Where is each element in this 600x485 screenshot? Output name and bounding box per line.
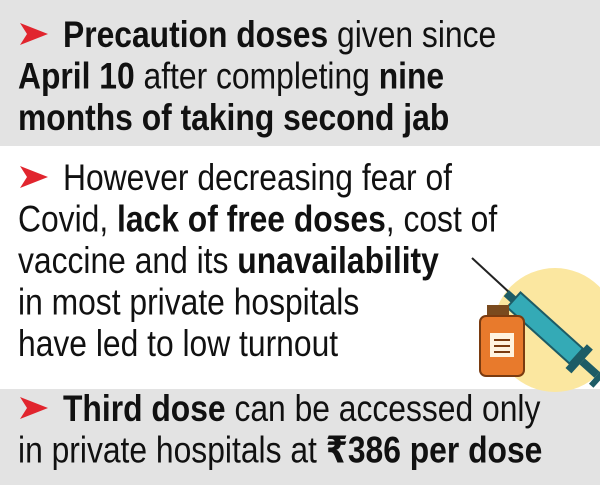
text: given since bbox=[328, 15, 496, 56]
text: However decreasing fear of bbox=[63, 158, 452, 199]
text-line: vaccine and its unavailability bbox=[18, 241, 439, 282]
illustration bbox=[471, 257, 600, 392]
text: have led to low turnout bbox=[18, 324, 338, 365]
bold-text: April 10 bbox=[18, 56, 135, 97]
text: , cost of bbox=[386, 199, 498, 240]
text-line: Precaution doses given since bbox=[63, 15, 496, 56]
text-line: However decreasing fear of bbox=[63, 158, 452, 199]
text: in most private hospitals bbox=[18, 282, 359, 323]
text: can be accessed only bbox=[226, 389, 541, 430]
bullet-arrow bbox=[20, 166, 48, 188]
text: after completing bbox=[135, 56, 379, 97]
bullet-arrow bbox=[20, 23, 48, 45]
bold-text: nine bbox=[379, 56, 444, 97]
bold-text: Precaution doses bbox=[63, 15, 328, 56]
bold-text: months of taking second jab bbox=[18, 98, 449, 139]
text-line: in most private hospitals bbox=[18, 282, 359, 323]
bullet-arrow bbox=[20, 397, 48, 419]
bold-text: ₹386 per dose bbox=[326, 430, 543, 471]
text: vaccine and its bbox=[18, 241, 237, 282]
bold-text: Third dose bbox=[63, 389, 226, 430]
text-line: have led to low turnout bbox=[18, 324, 338, 365]
text: Covid, bbox=[18, 199, 117, 240]
bold-text: lack of free doses bbox=[117, 199, 386, 240]
text-line: April 10 after completing nine bbox=[18, 56, 444, 97]
panel bbox=[0, 0, 600, 146]
text: in private hospitals at bbox=[18, 430, 326, 471]
panel bbox=[0, 389, 600, 485]
text-line: Covid, lack of free doses, cost of bbox=[18, 199, 498, 240]
text-line: Third dose can be accessed only bbox=[63, 389, 541, 430]
text-line: months of taking second jab bbox=[18, 98, 449, 139]
bold-text: unavailability bbox=[237, 241, 439, 282]
text-line: in private hospitals at ₹386 per dose bbox=[18, 430, 542, 471]
